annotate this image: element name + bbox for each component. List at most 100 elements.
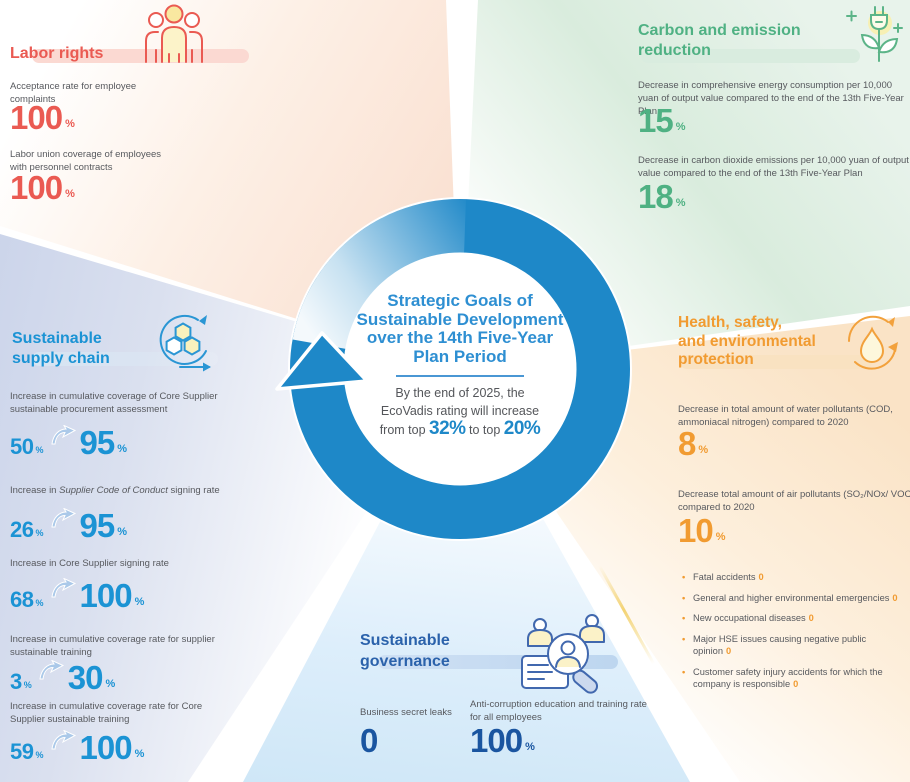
bullet-text: Fatal accidents xyxy=(693,572,756,582)
center-title-line: Plan Period xyxy=(413,346,507,366)
supply-metric-label: Increase in cumulative coverage of Core … xyxy=(10,391,218,415)
labor-metric-label: Labor union coverage of employees with p… xyxy=(10,149,162,173)
metric-to-number: 100 xyxy=(79,577,133,614)
governance-metric-value: 100% xyxy=(470,722,535,759)
ecovadis-to-value: 20% xyxy=(503,418,541,439)
label-italic-text: Supplier Code of Conduct xyxy=(59,485,168,496)
ecovadis-from-value: 32% xyxy=(429,418,466,439)
droplet-recycle-icon xyxy=(847,315,898,370)
hse-metric-label: Decrease total amount of air pollutants … xyxy=(678,489,910,513)
increase-arrow-icon xyxy=(50,508,76,528)
metric-unit: % xyxy=(525,741,535,753)
metric-unit: % xyxy=(134,596,145,608)
list-item: Major HSE issues causing negative public… xyxy=(682,633,898,658)
title-line: supply chain xyxy=(12,349,110,367)
metric-unit: % xyxy=(65,118,75,130)
title-line: and environmental xyxy=(678,332,816,350)
supply-section-title: Sustainable supply chain xyxy=(12,329,110,368)
supply-metric-value: 26% 95% xyxy=(10,508,127,542)
metric-number: 100 xyxy=(10,99,63,136)
supply-metric-label: Increase in Core Supplier signing rate xyxy=(10,558,169,569)
hse-metric-value: 10% xyxy=(678,514,726,547)
title-line: Health, safety, xyxy=(678,314,782,331)
bullet-text: Customer safety injury accidents for whi… xyxy=(693,666,883,690)
center-title-line: over the 14th Five-Year xyxy=(366,328,554,347)
bullet-text: Major HSE issues causing negative public… xyxy=(693,633,867,657)
labor-metric-value: 100% xyxy=(10,99,75,136)
center-title-line: Sustainable Development xyxy=(356,309,564,329)
metric-from-number: 3 xyxy=(10,669,22,694)
supply-metric-value: 50% 95% xyxy=(10,424,127,461)
center-body-text: from top xyxy=(379,423,430,437)
label-text: signing rate xyxy=(167,485,220,496)
supply-metric-value: 59% 100% xyxy=(10,729,144,766)
metric-from-number: 26 xyxy=(10,517,34,542)
hse-metric-value: 8% xyxy=(678,425,708,462)
metric-number: 0 xyxy=(360,722,378,759)
metric-number: 8 xyxy=(678,425,696,462)
increase-arrow-icon xyxy=(39,660,64,680)
center-body-line: By the end of 2025, the xyxy=(395,386,525,400)
center-title-line: Strategic Goals of xyxy=(387,291,533,310)
governance-metric-label: Business secret leaks xyxy=(360,707,452,718)
center-goal-panel: Strategic Goals of Sustainable Developme… xyxy=(343,291,577,439)
metric-to-number: 95 xyxy=(79,424,116,461)
governance-metric-value: 0 xyxy=(360,722,380,759)
governance-section-title: Sustainable governance xyxy=(360,630,450,672)
list-item: Customer safety injury accidents for whi… xyxy=(682,666,898,691)
increase-arrow-icon xyxy=(50,425,76,445)
metric-to-number: 100 xyxy=(79,729,133,766)
metric-unit: % xyxy=(715,531,726,543)
bullet-value: 0 xyxy=(808,613,814,623)
metric-unit: % xyxy=(65,188,75,200)
metric-unit: % xyxy=(675,197,686,209)
metric-number: 100 xyxy=(470,722,523,759)
supply-metric-label: Increase in cumulative coverage rate for… xyxy=(10,634,215,658)
audit-magnifier-icon xyxy=(521,614,605,694)
metric-unit: % xyxy=(35,750,44,760)
title-line: protection xyxy=(678,351,754,368)
bullet-value: 0 xyxy=(892,592,898,603)
supply-title-highlight-bar xyxy=(32,352,218,366)
metric-unit: % xyxy=(23,680,32,690)
carbon-metric-value: 15% xyxy=(638,104,686,137)
supply-metric-value: 3% 30% xyxy=(10,660,115,694)
bullet-text: General and higher environmental emergen… xyxy=(693,592,890,603)
metric-unit: % xyxy=(117,526,127,538)
hse-title-highlight-bar xyxy=(680,355,872,369)
ring-fade xyxy=(292,198,466,350)
metric-unit: % xyxy=(675,121,686,133)
metric-from-number: 59 xyxy=(10,739,34,764)
metric-unit: % xyxy=(117,443,127,455)
metric-number: 100 xyxy=(10,169,63,206)
bullet-value: 0 xyxy=(758,572,764,582)
metric-from-number: 50 xyxy=(10,434,34,459)
title-line: governance xyxy=(360,653,450,670)
carbon-title-highlight-bar xyxy=(641,49,860,63)
bullet-value: 0 xyxy=(793,679,799,689)
increase-arrow-icon xyxy=(50,730,76,750)
center-divider xyxy=(396,375,524,377)
title-line: Sustainable xyxy=(12,330,102,347)
label-text: Increase in xyxy=(10,485,60,496)
center-body-text: to top xyxy=(465,423,504,437)
carbon-metric-label: Decrease in carbon dioxide emissions per… xyxy=(638,155,909,179)
supply-metric-value: 68% 100% xyxy=(10,577,145,614)
supply-metric-label: Increase in Supplier Code of Conduct sig… xyxy=(10,485,235,498)
governance-metric-label: Anti-corruption education and training r… xyxy=(470,699,647,723)
list-item: General and higher environmental emergen… xyxy=(682,592,898,605)
labor-section-title: Labor rights xyxy=(10,45,104,62)
people-group-icon xyxy=(145,4,203,63)
center-body-line: from top 32% to top 20% xyxy=(343,418,577,439)
supply-metric-label: Increase in cumulative coverage rate for… xyxy=(10,701,203,725)
circular-arrow-ring xyxy=(275,197,632,541)
title-line: Carbon and emission xyxy=(638,22,801,39)
title-line: Sustainable xyxy=(360,632,450,649)
carbon-metric-value: 18% xyxy=(638,180,686,213)
metric-unit: % xyxy=(35,445,44,455)
metric-unit: % xyxy=(35,528,44,538)
carbon-section-title: Carbon and emission reduction xyxy=(638,21,801,60)
